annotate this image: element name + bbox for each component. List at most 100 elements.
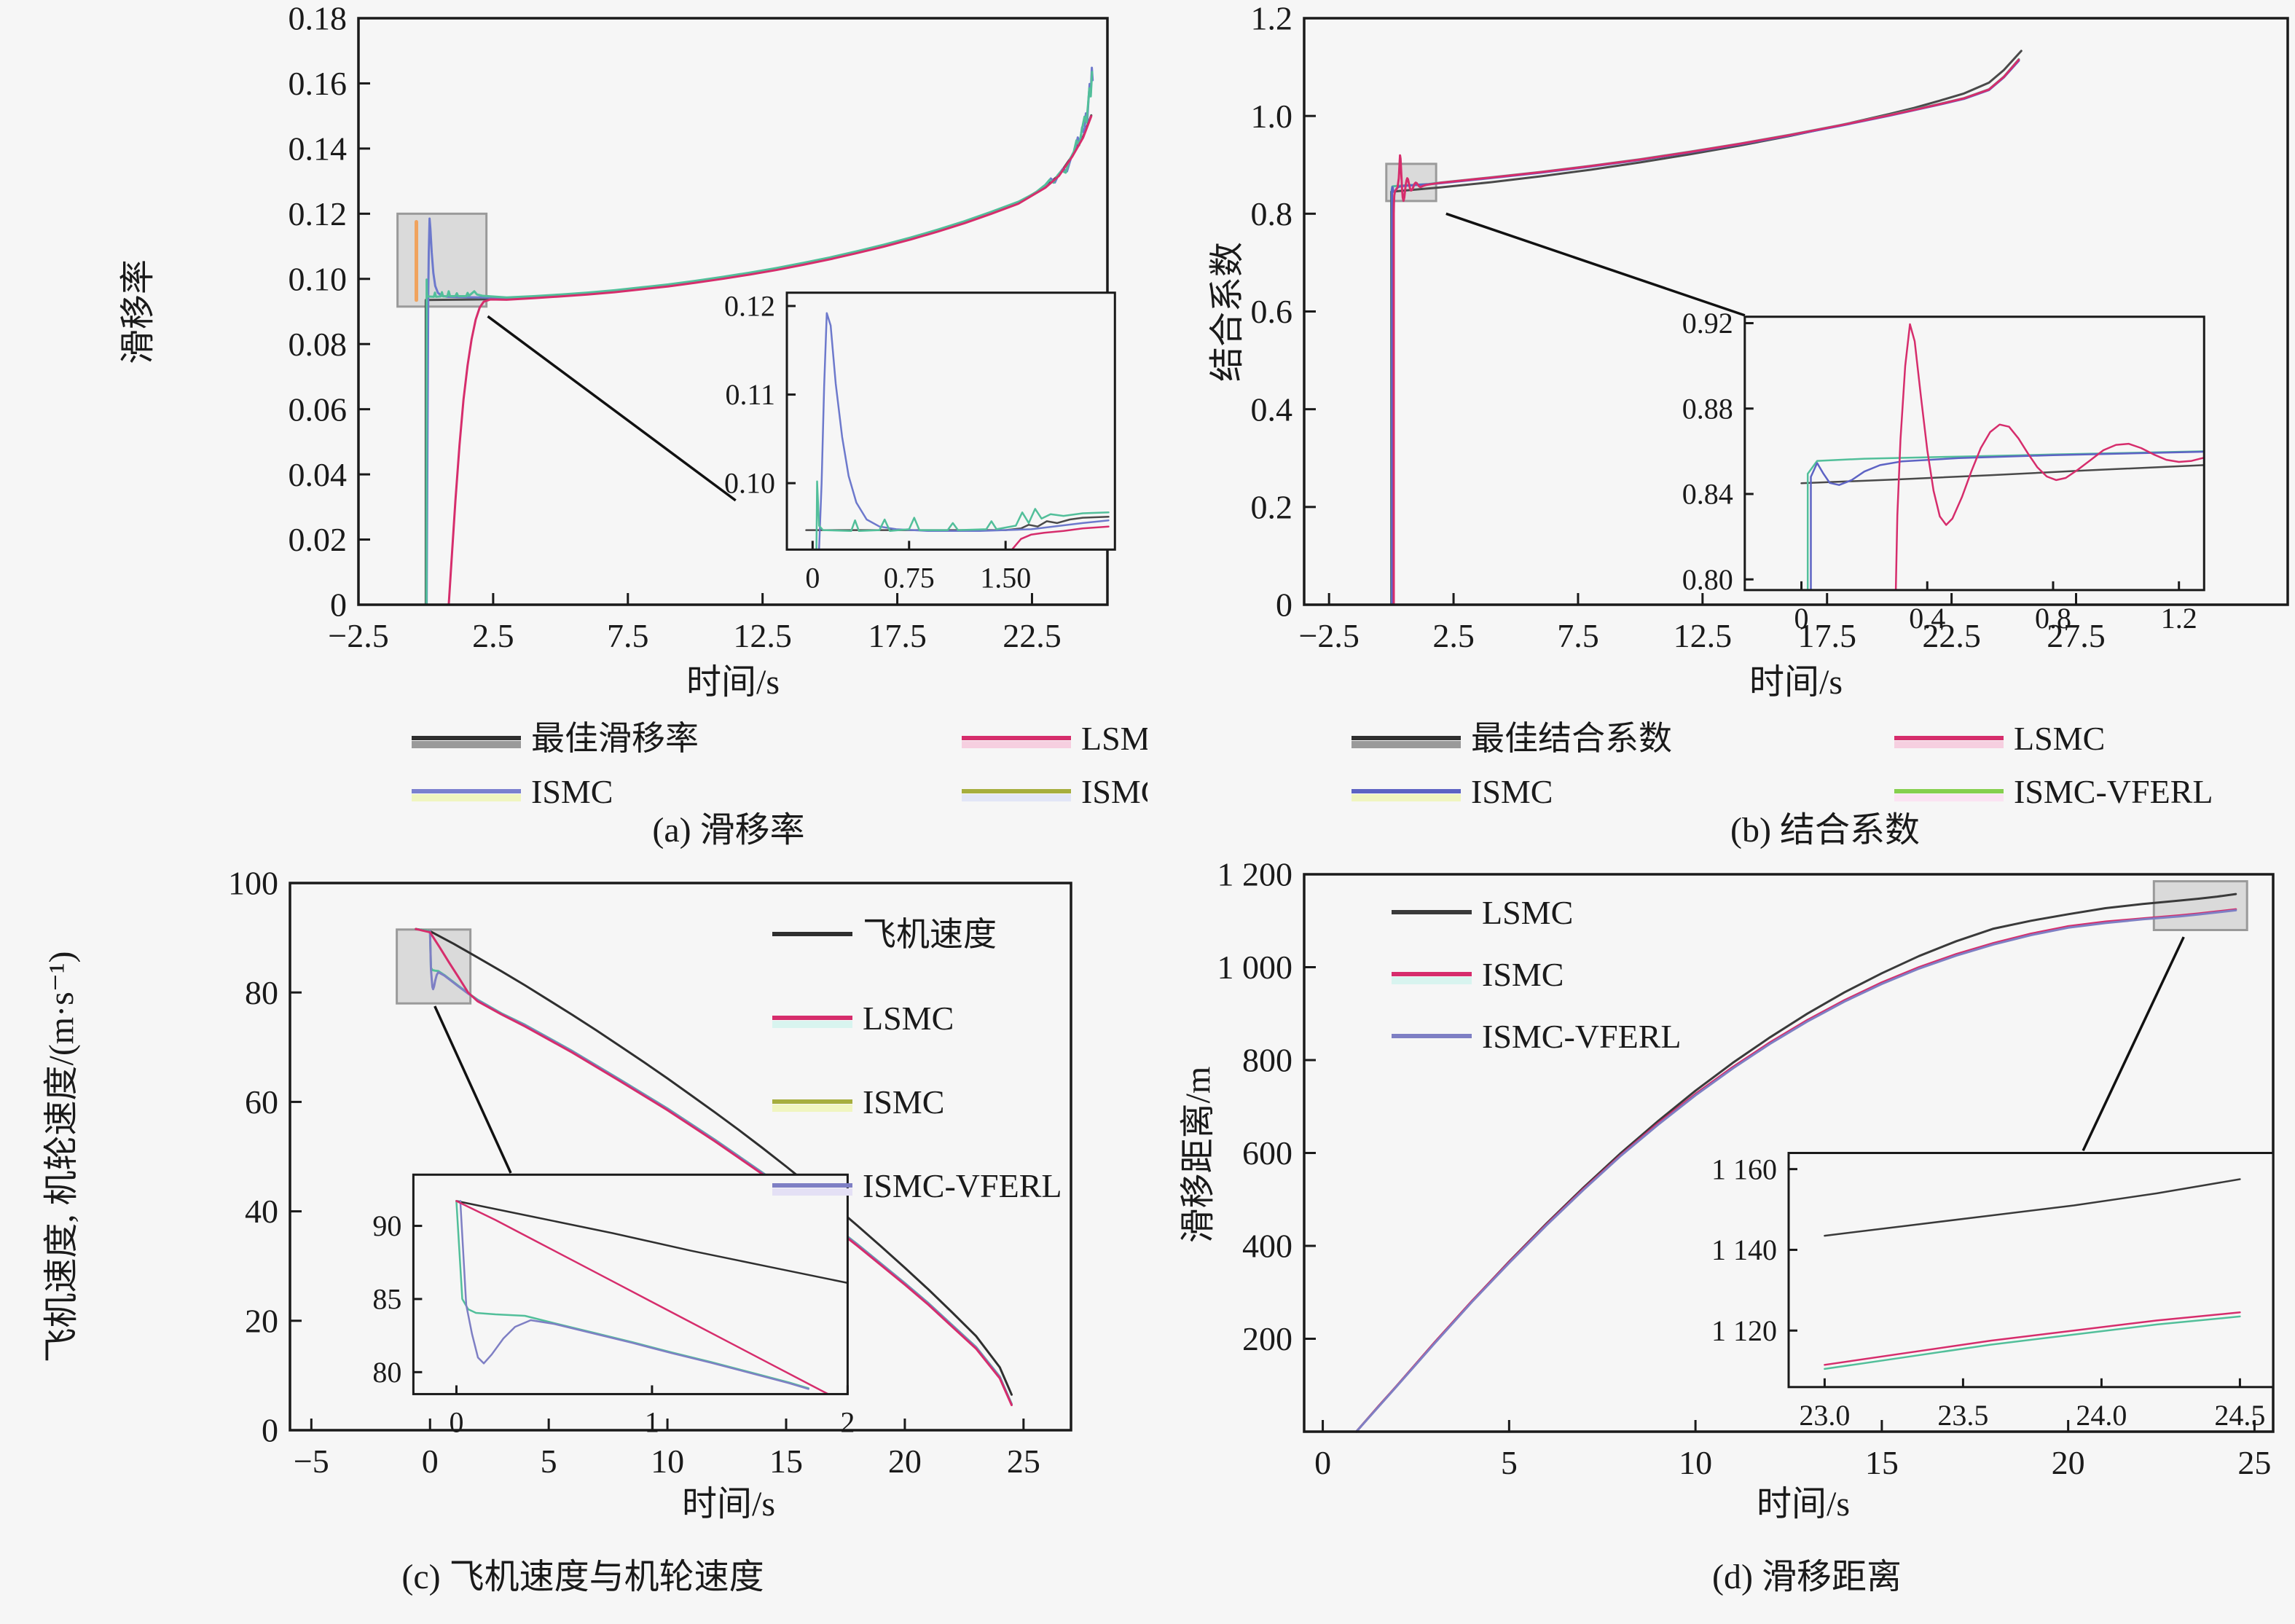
series-LSMC — [415, 927, 1013, 1406]
y-tick-label: 0.12 — [724, 290, 775, 323]
zoom-connector-line — [434, 1005, 512, 1174]
legend-label: ISMC — [863, 1083, 944, 1121]
zoom-connector-line — [2082, 936, 2185, 1152]
y-tick-label: 0.11 — [726, 378, 776, 411]
legend-label: ISMC-VFERL — [2014, 773, 2213, 810]
inset-bg — [413, 1174, 848, 1394]
x-tick-label: 23.0 — [1799, 1399, 1850, 1432]
x-tick-label: 20 — [2052, 1444, 2085, 1481]
y-tick-label: 40 — [245, 1193, 278, 1230]
plot-frame — [785, 291, 1116, 551]
x-tick-label: 0.8 — [2035, 602, 2071, 635]
panel-c: −5 0 5 10 15 20 25 0 20 40 60 80 100 0 1 2 80 85 90 飞机速度 LSM… — [0, 852, 1148, 1624]
y-tick-label: 0 — [1276, 587, 1292, 624]
caption: (c) 飞机速度与机轮速度 — [401, 1558, 764, 1596]
x-tick-label: 0.4 — [1909, 602, 1945, 635]
y-tick-label: 0.4 — [1251, 391, 1293, 428]
plot-frame — [1787, 1152, 2275, 1389]
x-tick-label: 7.5 — [1557, 617, 1599, 654]
legend-label: 最佳滑移率 — [531, 720, 699, 757]
y-tick-label: 0.80 — [1682, 563, 1733, 596]
y-tick-label: 1 000 — [1217, 949, 1293, 986]
inset-series-LSMC — [1011, 525, 1110, 551]
x-tick-label: 5 — [1501, 1444, 1518, 1481]
inset-series-ISMC-VFERL — [459, 1200, 809, 1390]
y-tick-label: 0.84 — [1682, 478, 1733, 511]
inset-series-飞机速度 — [455, 1200, 849, 1284]
y-tick-label: 0.10 — [289, 260, 348, 297]
panel-d: 0 5 10 15 20 25 200 400 600 800 1 000 1 200 23.0 23.5… — [1148, 852, 2295, 1624]
x-axis-label: 时间/s — [682, 1485, 775, 1523]
x-tick-label: 25 — [2237, 1444, 2271, 1481]
x-tick-label: 10 — [1679, 1444, 1712, 1481]
y-tick-label: 1.2 — [1251, 0, 1293, 37]
y-tick-label: 1.0 — [1251, 98, 1293, 135]
x-tick-label: 12.5 — [1674, 617, 1733, 654]
series-ISMC-VFERL — [1355, 909, 2237, 1433]
y-tick-label: 200 — [1242, 1320, 1292, 1357]
y-axis-label: 滑移率 — [119, 259, 157, 364]
x-tick-label: 24.0 — [2076, 1399, 2127, 1432]
x-tick-label: 22.5 — [1003, 617, 1062, 654]
x-axis-label: 时间/s — [1757, 1485, 1850, 1523]
y-tick-label: 0.04 — [289, 456, 348, 493]
y-axis-label: 结合系数 — [1208, 242, 1247, 382]
y-tick-label: 0.8 — [1251, 195, 1293, 232]
y-tick-label: 80 — [372, 1356, 401, 1389]
inset-series-LSMC — [1894, 323, 2205, 592]
y-tick-label: 1 120 — [1711, 1314, 1777, 1347]
x-tick-label: 1.50 — [980, 561, 1031, 594]
series-LSMC — [447, 115, 1093, 606]
zoom-highlight-box — [2152, 880, 2248, 931]
y-tick-label: 600 — [1242, 1134, 1292, 1172]
x-tick-label: 15 — [1865, 1444, 1899, 1481]
caption: (b) 结合系数 — [1730, 811, 1920, 850]
y-tick-label: 90 — [372, 1209, 401, 1242]
y-axis-label: 滑移距离/m — [1179, 1067, 1217, 1244]
panel-b: −2.5 2.5 7.5 12.5 17.5 22.5 27.5 0 0.2 0.4 0.6 0.8 1… — [1148, 0, 2295, 852]
inset-bg — [1789, 1153, 2273, 1387]
plot-frame — [412, 1173, 849, 1395]
x-tick-label: 2.5 — [1432, 617, 1475, 654]
x-tick-label: 27.5 — [2047, 617, 2106, 654]
y-tick-label: 0.16 — [289, 65, 348, 102]
y-tick-label: 800 — [1242, 1042, 1292, 1079]
x-axis-label: 时间/s — [1749, 663, 1843, 702]
y-tick-label: 60 — [245, 1083, 278, 1121]
series-LSMC — [1392, 58, 2020, 606]
x-tick-label: 1.2 — [2161, 602, 2197, 635]
inset-bg — [787, 292, 1115, 550]
y-tick-label: 100 — [228, 865, 278, 902]
legend-label: LSMC — [1081, 720, 1148, 757]
caption: (d) 滑移距离 — [1712, 1558, 1902, 1596]
x-tick-label: −2.5 — [1298, 617, 1359, 654]
x-tick-label: −2.5 — [328, 617, 388, 654]
x-tick-label: 24.5 — [2214, 1399, 2265, 1432]
y-tick-label: 0 — [262, 1412, 278, 1449]
x-tick-label: 23.5 — [1937, 1399, 1988, 1432]
x-tick-label: 17.5 — [1797, 617, 1856, 654]
y-axis-label: 飞机速度, 机轮速度/(m·s⁻¹) — [42, 951, 81, 1362]
x-tick-label: 0 — [1794, 602, 1809, 635]
zoom-highlight-box — [396, 928, 472, 1005]
inset-series-ISMC-VFERL — [1824, 1315, 2241, 1370]
legend-label: ISMC-VFERL — [863, 1167, 1062, 1204]
caption: (a) 滑移率 — [652, 811, 804, 850]
panel-a: −2.5 2.5 7.5 12.5 17.5 22.5 0 0.02 0.04 0.06 0.08 0… — [0, 0, 1148, 852]
y-tick-label: 0.08 — [289, 326, 348, 363]
x-tick-label: 12.5 — [733, 617, 792, 654]
legend-label: 飞机速度 — [863, 916, 997, 953]
x-tick-label: 10 — [651, 1443, 684, 1480]
x-tick-label: −5 — [294, 1443, 329, 1480]
y-tick-label: 0.6 — [1251, 293, 1293, 330]
y-tick-label: 85 — [372, 1283, 401, 1316]
x-tick-label: 0 — [805, 561, 820, 594]
x-tick-label: 1 — [645, 1405, 659, 1438]
series-飞机速度 — [415, 927, 1013, 1396]
inset-series-最佳结合系数 — [1800, 464, 2205, 485]
y-tick-label: 0.18 — [289, 0, 348, 37]
legend-label: LSMC — [863, 1000, 954, 1037]
plot-frame — [289, 882, 1072, 1432]
chart-c: −5 0 5 10 15 20 25 0 20 40 60 80 100 0 1 2 80 85 90 飞机速度 LSM… — [42, 865, 1072, 1596]
